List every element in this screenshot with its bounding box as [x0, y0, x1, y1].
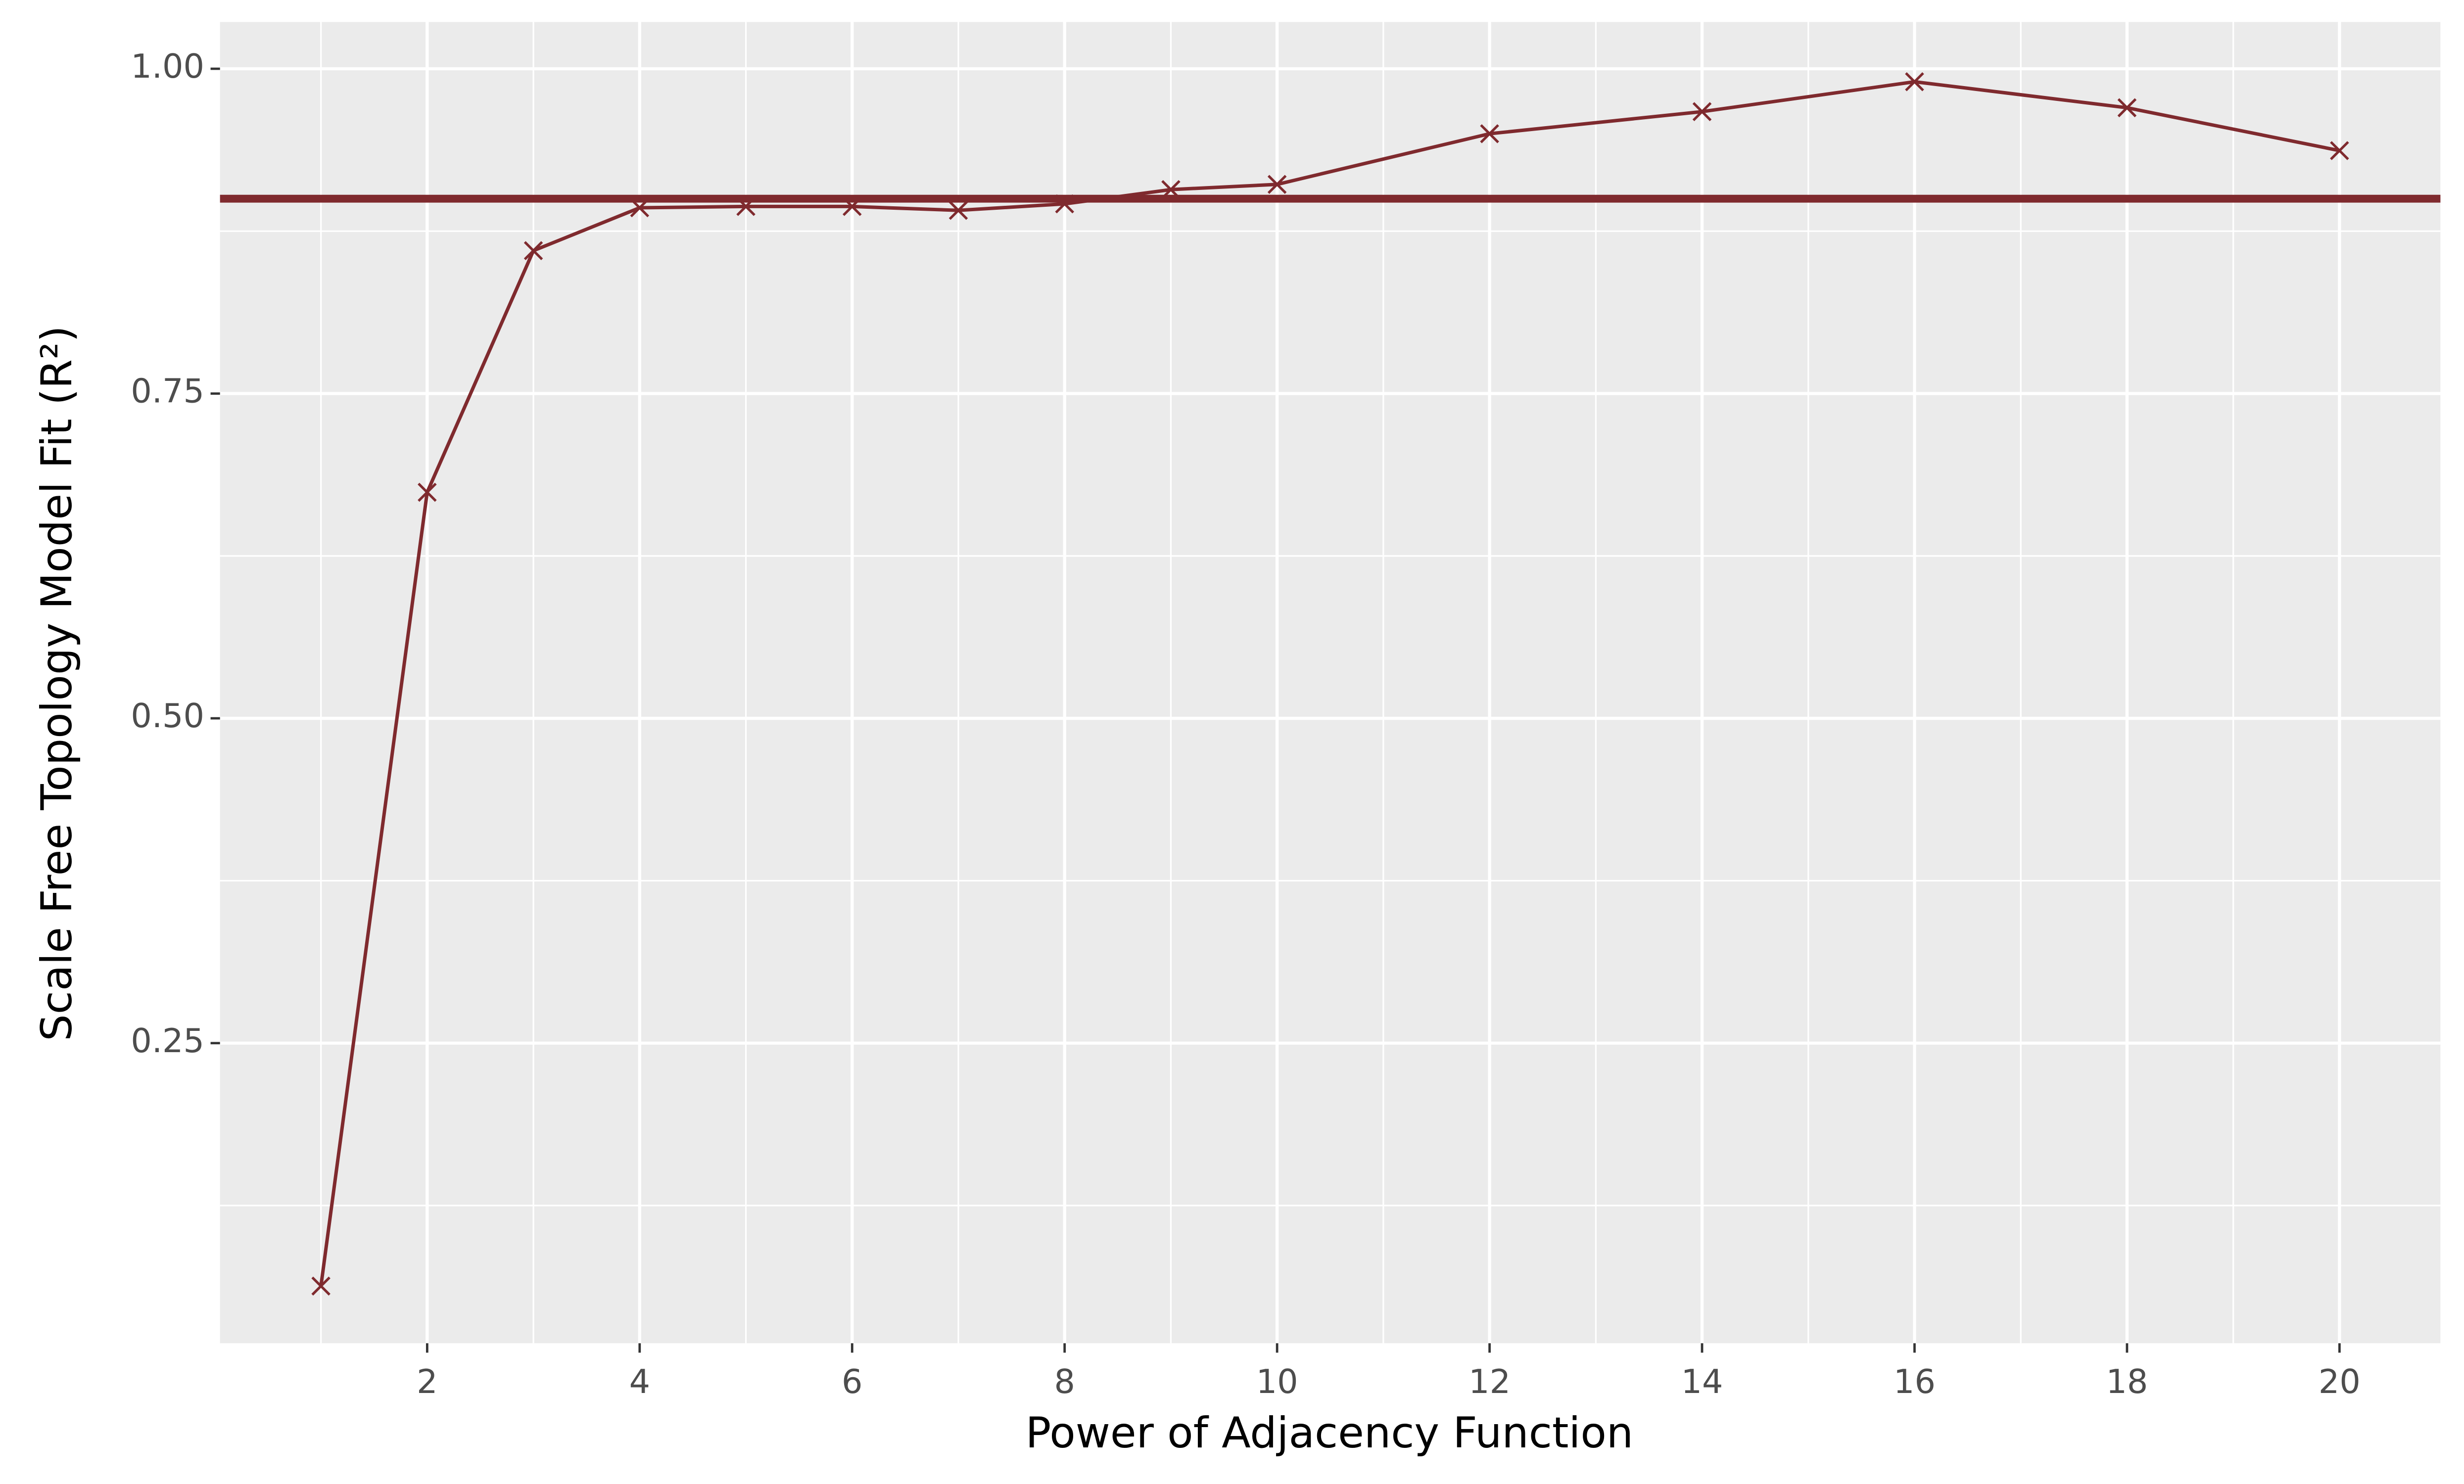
x-tick-label: 14	[1681, 1362, 1723, 1401]
x-tick-label: 4	[629, 1362, 650, 1401]
data-point	[418, 482, 437, 502]
data-point	[948, 201, 968, 220]
data-point	[2117, 98, 2137, 118]
data-point	[2330, 141, 2349, 160]
marks	[220, 72, 2441, 1296]
data-point	[1692, 102, 1712, 121]
y-tick-label: 1.00	[131, 47, 204, 86]
y-tick-label: 0.75	[131, 372, 204, 411]
data-point	[630, 198, 650, 218]
data-point	[1905, 72, 1924, 92]
x-tick-label: 10	[1256, 1362, 1298, 1401]
data-point	[1267, 175, 1287, 194]
x-tick-label: 18	[2106, 1362, 2148, 1401]
x-tick-label: 20	[2319, 1362, 2361, 1401]
x-tick-label: 16	[1894, 1362, 1936, 1401]
data-point	[842, 197, 862, 216]
plot-panel	[220, 22, 2441, 1344]
x-tick-label: 2	[417, 1362, 437, 1401]
x-tick-label: 12	[1469, 1362, 1511, 1401]
y-tick-label: 0.50	[131, 696, 204, 735]
y-tick-label: 0.25	[131, 1021, 204, 1060]
y-axis-title: Scale Free Topology Model Fit (R²)	[32, 325, 82, 1041]
x-tick-label: 6	[842, 1362, 862, 1401]
data-point	[523, 241, 543, 260]
data-point	[311, 1276, 331, 1296]
x-axis-title: Power of Adjacency Function	[1026, 1408, 1634, 1458]
data-point	[1480, 124, 1499, 143]
data-point	[736, 197, 756, 216]
data-point	[1055, 194, 1074, 214]
x-tick-label: 8	[1054, 1362, 1075, 1401]
data-point	[1161, 180, 1181, 199]
grid	[210, 22, 2441, 1353]
